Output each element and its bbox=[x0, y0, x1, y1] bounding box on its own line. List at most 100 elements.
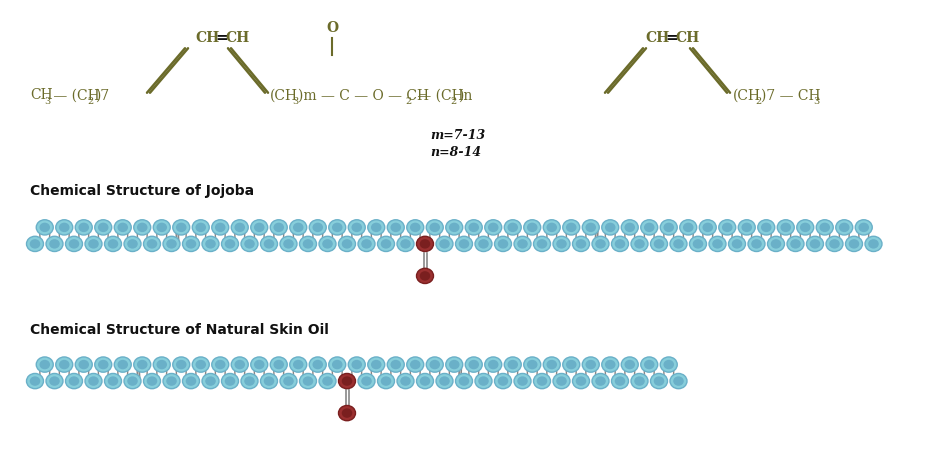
Ellipse shape bbox=[446, 220, 463, 235]
Text: 2: 2 bbox=[405, 97, 411, 106]
Text: n=8-14: n=8-14 bbox=[430, 146, 481, 159]
Ellipse shape bbox=[478, 376, 489, 386]
Text: )n: )n bbox=[458, 88, 472, 102]
Ellipse shape bbox=[302, 376, 314, 386]
Text: CH: CH bbox=[645, 31, 670, 45]
Ellipse shape bbox=[849, 239, 859, 249]
Ellipse shape bbox=[478, 239, 489, 249]
Ellipse shape bbox=[290, 220, 307, 235]
Ellipse shape bbox=[166, 376, 177, 386]
Ellipse shape bbox=[338, 374, 356, 389]
Ellipse shape bbox=[270, 220, 287, 235]
Ellipse shape bbox=[475, 374, 492, 389]
Ellipse shape bbox=[495, 374, 512, 389]
Ellipse shape bbox=[98, 223, 109, 232]
Ellipse shape bbox=[436, 236, 453, 251]
Ellipse shape bbox=[429, 360, 440, 369]
Ellipse shape bbox=[670, 236, 687, 251]
Text: CH: CH bbox=[195, 31, 219, 45]
Ellipse shape bbox=[182, 374, 199, 389]
Ellipse shape bbox=[829, 239, 839, 249]
Ellipse shape bbox=[351, 360, 362, 369]
Ellipse shape bbox=[231, 357, 248, 372]
Ellipse shape bbox=[586, 223, 596, 232]
Ellipse shape bbox=[507, 223, 518, 232]
Ellipse shape bbox=[358, 374, 375, 389]
Ellipse shape bbox=[235, 223, 245, 232]
Ellipse shape bbox=[300, 374, 316, 389]
Ellipse shape bbox=[39, 223, 50, 232]
Ellipse shape bbox=[611, 374, 628, 389]
Ellipse shape bbox=[186, 239, 196, 249]
Ellipse shape bbox=[449, 223, 459, 232]
Ellipse shape bbox=[322, 239, 332, 249]
Ellipse shape bbox=[807, 236, 824, 251]
Ellipse shape bbox=[124, 236, 141, 251]
Ellipse shape bbox=[576, 239, 586, 249]
Ellipse shape bbox=[195, 223, 206, 232]
Ellipse shape bbox=[738, 220, 755, 235]
Ellipse shape bbox=[439, 376, 450, 386]
Ellipse shape bbox=[319, 236, 336, 251]
Ellipse shape bbox=[260, 236, 278, 251]
Ellipse shape bbox=[524, 220, 541, 235]
Ellipse shape bbox=[342, 376, 352, 386]
Ellipse shape bbox=[524, 357, 541, 372]
Ellipse shape bbox=[660, 357, 677, 372]
Ellipse shape bbox=[157, 360, 167, 369]
Ellipse shape bbox=[455, 374, 472, 389]
Ellipse shape bbox=[787, 236, 804, 251]
Ellipse shape bbox=[582, 357, 599, 372]
Ellipse shape bbox=[439, 239, 450, 249]
Ellipse shape bbox=[611, 236, 628, 251]
Ellipse shape bbox=[124, 374, 141, 389]
Text: CH: CH bbox=[225, 31, 249, 45]
Ellipse shape bbox=[634, 376, 645, 386]
Ellipse shape bbox=[622, 220, 639, 235]
Text: O: O bbox=[326, 21, 338, 35]
Ellipse shape bbox=[475, 236, 492, 251]
Ellipse shape bbox=[66, 236, 83, 251]
Ellipse shape bbox=[504, 220, 521, 235]
Ellipse shape bbox=[869, 239, 879, 249]
Ellipse shape bbox=[176, 360, 187, 369]
Ellipse shape bbox=[55, 220, 72, 235]
Ellipse shape bbox=[127, 239, 138, 249]
Ellipse shape bbox=[163, 236, 180, 251]
Ellipse shape bbox=[553, 374, 570, 389]
Ellipse shape bbox=[544, 357, 561, 372]
Ellipse shape bbox=[157, 223, 167, 232]
Ellipse shape bbox=[417, 268, 434, 283]
Text: m=7-13: m=7-13 bbox=[430, 129, 485, 142]
Ellipse shape bbox=[108, 376, 118, 386]
Ellipse shape bbox=[533, 236, 550, 251]
Ellipse shape bbox=[284, 239, 294, 249]
Ellipse shape bbox=[55, 357, 72, 372]
Ellipse shape bbox=[241, 236, 258, 251]
Text: 3: 3 bbox=[292, 97, 299, 106]
Ellipse shape bbox=[30, 239, 40, 249]
Ellipse shape bbox=[546, 360, 557, 369]
Ellipse shape bbox=[680, 220, 697, 235]
Ellipse shape bbox=[485, 357, 501, 372]
Ellipse shape bbox=[88, 239, 99, 249]
Ellipse shape bbox=[37, 357, 54, 372]
Ellipse shape bbox=[488, 360, 499, 369]
Ellipse shape bbox=[66, 374, 83, 389]
Ellipse shape bbox=[718, 220, 736, 235]
Ellipse shape bbox=[537, 239, 547, 249]
Ellipse shape bbox=[241, 374, 258, 389]
Ellipse shape bbox=[504, 357, 521, 372]
Ellipse shape bbox=[592, 236, 609, 251]
Ellipse shape bbox=[95, 220, 112, 235]
Ellipse shape bbox=[387, 357, 405, 372]
Ellipse shape bbox=[544, 220, 561, 235]
Ellipse shape bbox=[729, 236, 746, 251]
Ellipse shape bbox=[562, 357, 579, 372]
Text: (CH: (CH bbox=[733, 88, 761, 102]
Ellipse shape bbox=[133, 357, 151, 372]
Ellipse shape bbox=[469, 223, 479, 232]
Ellipse shape bbox=[615, 239, 625, 249]
Ellipse shape bbox=[391, 223, 401, 232]
Text: )7 — CH: )7 — CH bbox=[761, 88, 821, 102]
